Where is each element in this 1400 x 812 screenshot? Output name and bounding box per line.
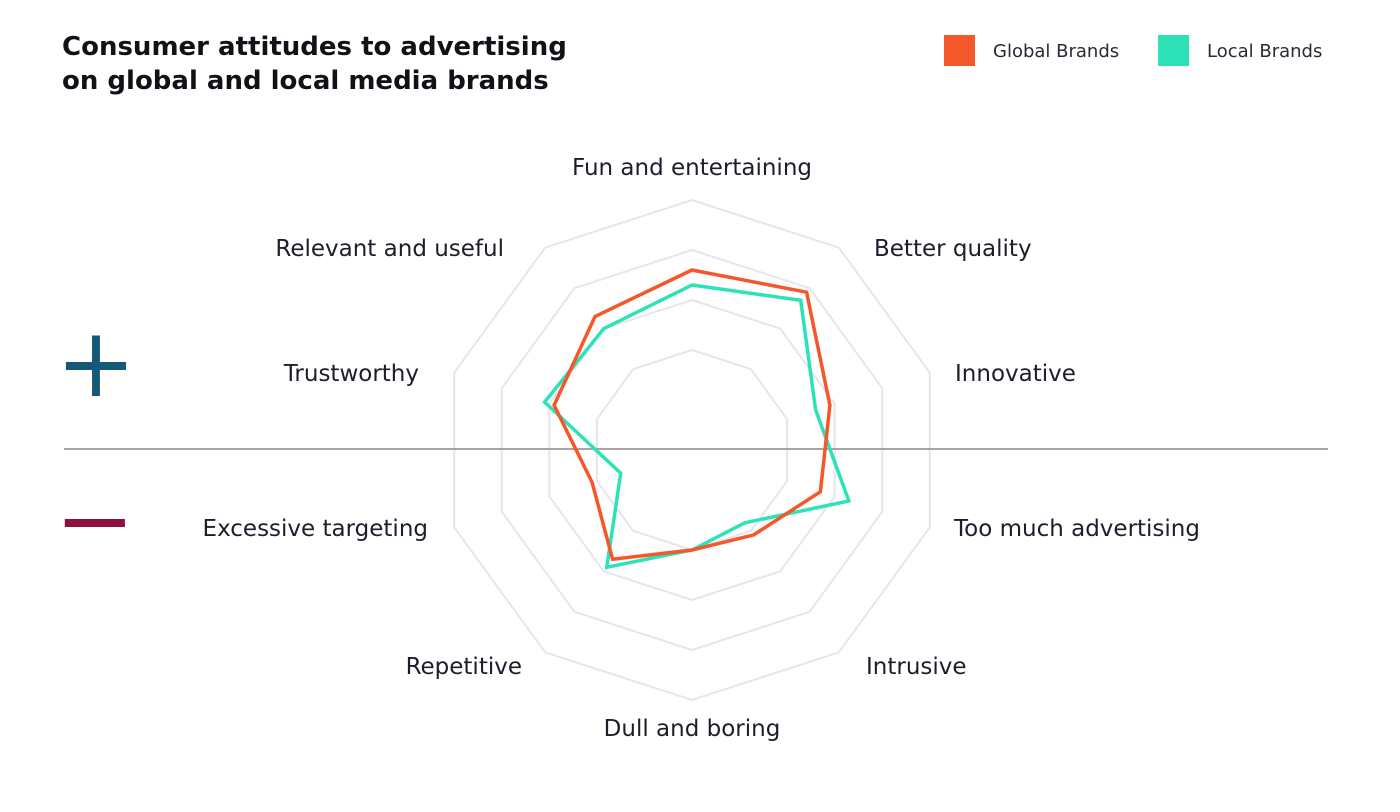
grid-ring-5 [453,198,931,702]
category-label-trustworthy: Trustworthy [283,361,419,387]
grid-ring-4 [500,248,884,652]
category-label-excessive-targeting: Excessive targeting [203,516,428,542]
category-label-dull-and-boring: Dull and boring [604,716,781,742]
radar-grid [453,198,931,702]
category-label-intrusive: Intrusive [866,654,967,680]
legend-swatch-global-brands [944,35,975,66]
series-line-global-brands [552,268,832,562]
chart-title-line-1: Consumer attitudes to advertising [62,32,567,62]
legend-label-global-brands: Global Brands [993,41,1120,62]
radar-series [542,268,852,570]
category-label-too-much-advertising: Too much advertising [953,516,1200,542]
negative-minus-icon: − [55,464,135,576]
category-label-innovative: Innovative [955,361,1076,387]
legend: Global Brands Local Brands [944,35,1364,69]
sentiment-markers: + − [55,307,136,576]
chart-title: Consumer attitudes to advertising on glo… [62,30,622,98]
category-label-repetitive: Repetitive [406,654,522,680]
positive-plus-icon: + [56,307,136,419]
legend-swatch-local-brands [1158,35,1189,66]
legend-label-local-brands: Local Brands [1207,41,1323,62]
category-label-better-quality: Better quality [874,236,1032,262]
chart-title-line-2: on global and local media brands [62,66,549,96]
category-label-fun-and-entertaining: Fun and entertaining [572,155,812,181]
category-label-relevant-and-useful: Relevant and useful [275,236,504,262]
category-labels: Fun and entertaining Better quality Innova… [203,155,1200,742]
